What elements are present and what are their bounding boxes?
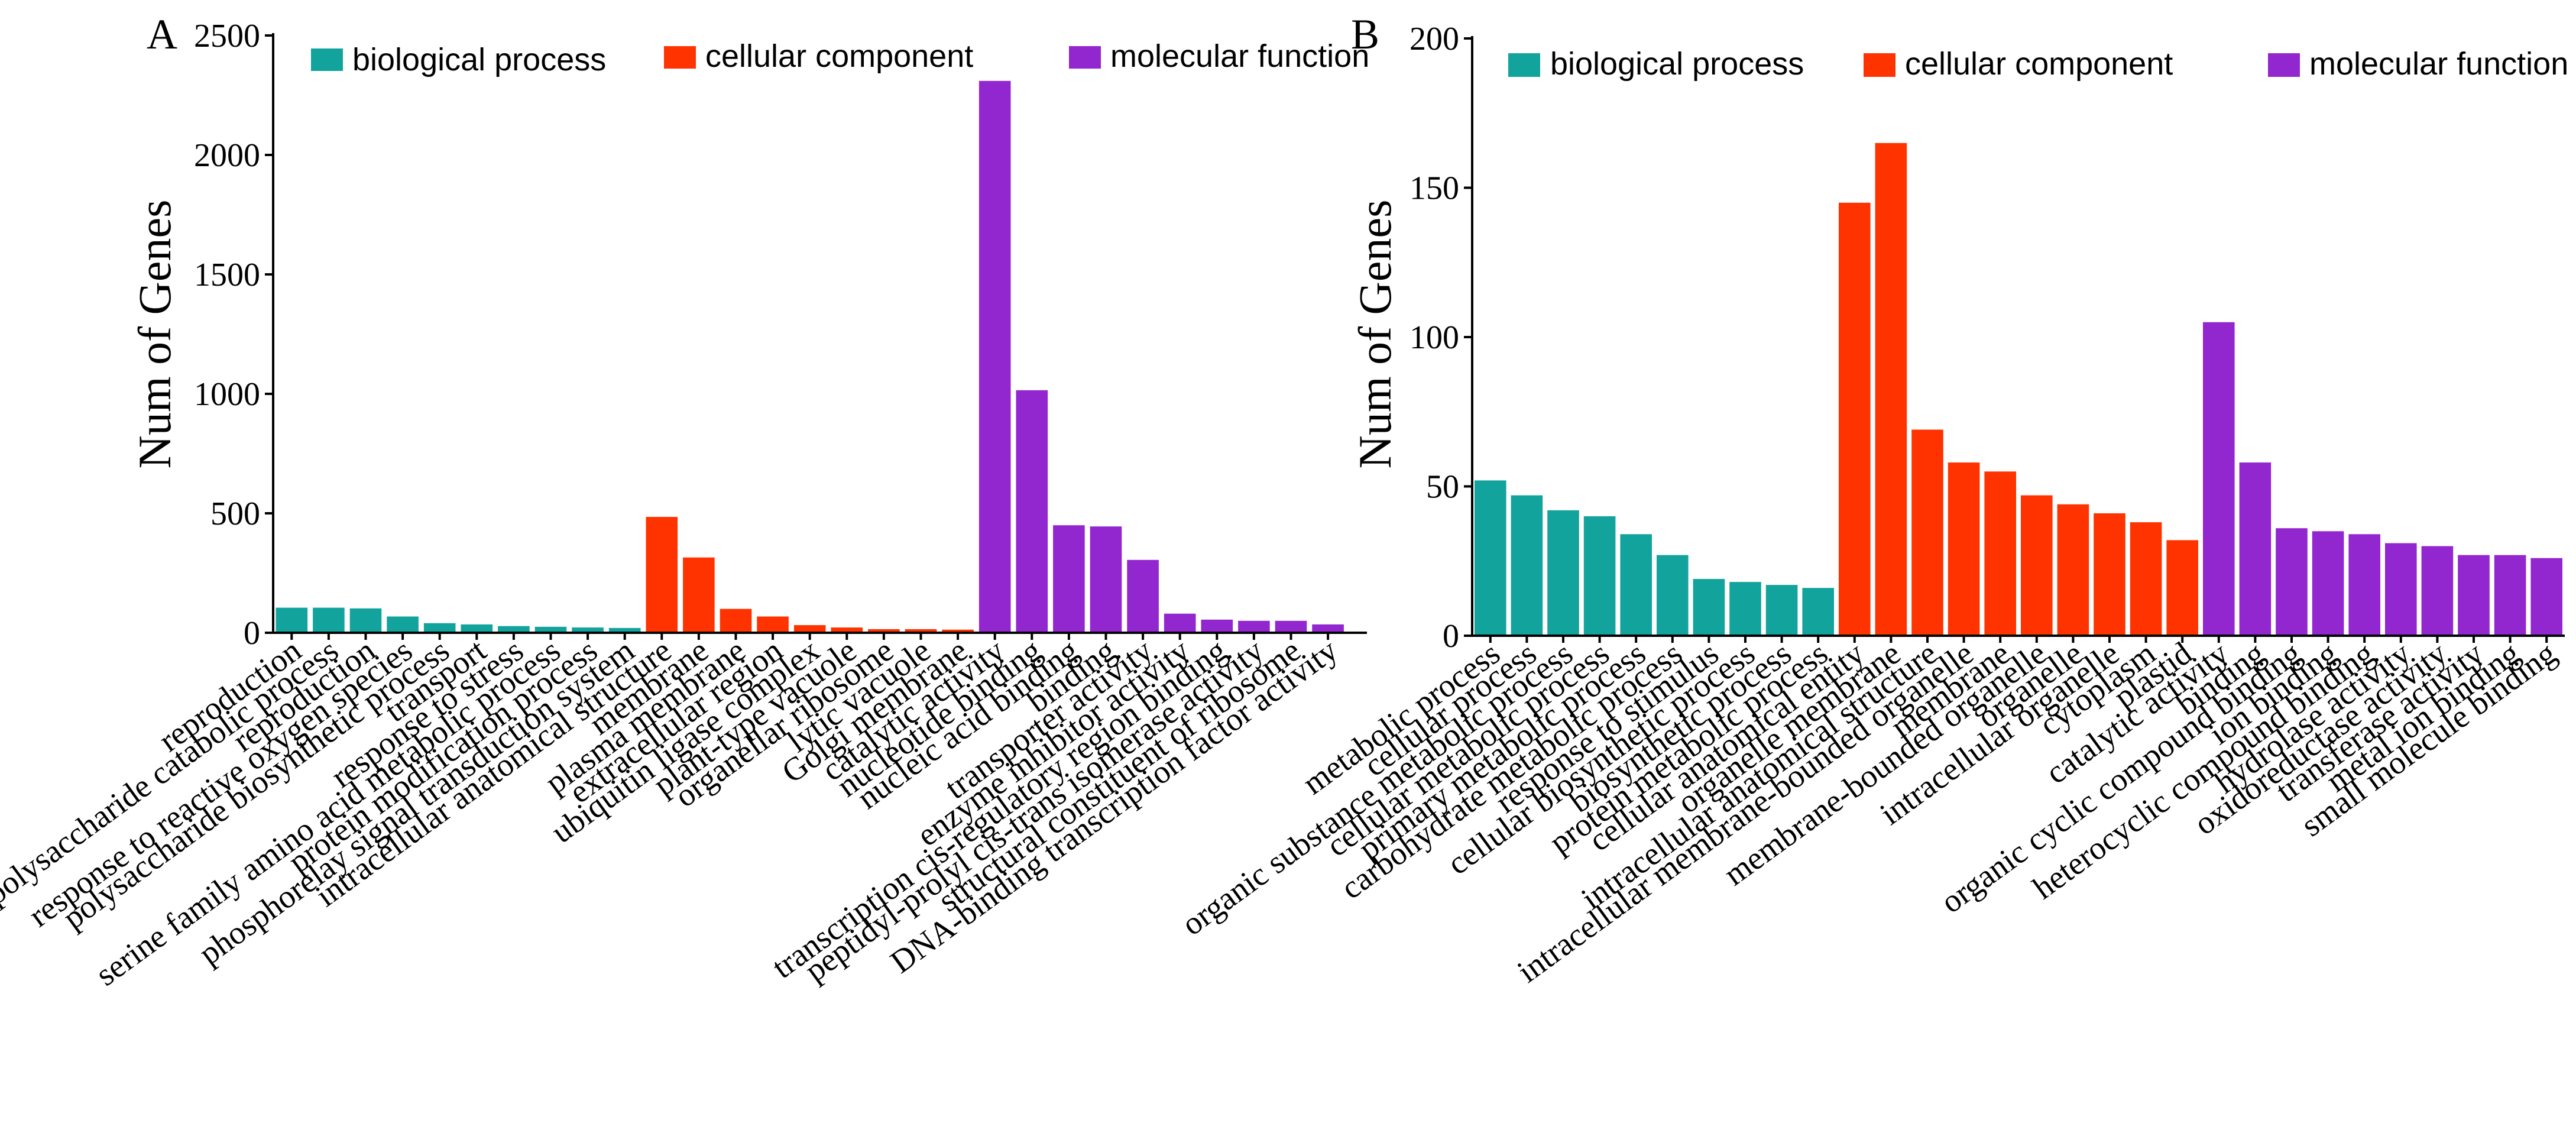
- panel-a-bar-11: [646, 517, 678, 633]
- panel-a-bar-28: [1275, 620, 1307, 633]
- panel-a-bar-27: [1238, 620, 1270, 633]
- panel-a-bar-19: [942, 629, 974, 633]
- panel-b-bar-5: [1620, 534, 1652, 636]
- panel-a-y-ticks: 0 500 1000 1500 2000 2500: [194, 18, 273, 652]
- legend-swatch-cellular-component: [1864, 53, 1895, 77]
- panel-b-bar-4: [1583, 516, 1616, 636]
- panel-a-bars: [276, 80, 1344, 633]
- panel-a-bar-25: [1164, 613, 1196, 633]
- panel-a-bar-6: [461, 624, 493, 633]
- panel-a-bar-12: [683, 557, 715, 633]
- panel-b-bar-2: [1511, 495, 1543, 636]
- panel-b-bar-23: [2276, 528, 2308, 636]
- panel-a-letter: A: [147, 11, 177, 58]
- panel-a-bar-14: [757, 616, 789, 633]
- panel-b-bar-7: [1693, 579, 1725, 636]
- panel-b-bar-30: [2530, 558, 2562, 636]
- panel-b-bar-27: [2421, 546, 2454, 636]
- panel-b-bar-10: [1802, 588, 1834, 636]
- panel-b-y-tick-label: 150: [1409, 170, 1459, 207]
- panel-a-axes: [272, 33, 1367, 634]
- panel-b-bar-11: [1839, 202, 1871, 636]
- legend-label-biological-process: biological process: [352, 42, 606, 77]
- panel-b-bar-29: [2494, 555, 2526, 636]
- panel-b-y-ticks: 0 50 100 150 200: [1409, 21, 1472, 655]
- panel-a: A Num of Genes 0 500 1000 1500 2000 2500 repr…: [0, 11, 1369, 993]
- panel-b-bar-14: [1948, 462, 1980, 636]
- panel-b-y-tick-label: 0: [1443, 618, 1459, 655]
- panel-a-y-tick-label: 2000: [194, 137, 260, 174]
- panel-a-bar-17: [868, 629, 900, 633]
- panel-b-legend: biological process cellular component mo…: [1508, 46, 2568, 82]
- panel-b-bar-24: [2312, 531, 2344, 636]
- legend-label-molecular-function: molecular function: [2309, 46, 2568, 82]
- panel-b-bar-25: [2348, 534, 2380, 636]
- panel-b-bar-26: [2385, 543, 2417, 636]
- panel-b-bar-15: [1984, 471, 2016, 636]
- panel-b-bar-9: [1765, 585, 1798, 636]
- panel-a-y-tick-label: 1500: [194, 257, 260, 293]
- panel-b-letter: B: [1351, 11, 1379, 58]
- panel-b-bar-16: [2021, 495, 2053, 636]
- legend-swatch-molecular-function: [2268, 53, 2300, 77]
- panel-a-bar-2: [313, 607, 345, 633]
- panel-b-y-axis-label: Num of Genes: [1349, 200, 1401, 469]
- panel-a-bar-24: [1127, 559, 1159, 633]
- panel-b-bar-6: [1657, 555, 1689, 636]
- panel-a-bar-15: [793, 625, 826, 633]
- panel-b-bar-12: [1875, 143, 1907, 636]
- panel-b-bar-3: [1547, 510, 1579, 636]
- panel-b-bars: [1475, 143, 2562, 636]
- panel-a-y-tick-label: 500: [210, 496, 260, 532]
- panel-a-bar-10: [608, 627, 641, 633]
- panel-a-bar-26: [1201, 619, 1233, 633]
- panel-a-bar-4: [387, 616, 419, 633]
- panel-a-bar-13: [720, 609, 752, 633]
- panel-b-bar-28: [2458, 555, 2490, 636]
- legend-label-cellular-component: cellular component: [705, 38, 973, 74]
- legend-swatch-biological-process: [311, 48, 343, 71]
- panel-a-bar-1: [276, 607, 308, 633]
- panel-b-bar-1: [1475, 480, 1506, 636]
- panel-a-bar-21: [1016, 390, 1048, 633]
- panel-b-bar-13: [1911, 429, 1943, 636]
- panel-a-bar-16: [831, 627, 863, 633]
- panel-a-bar-5: [423, 623, 456, 633]
- legend-swatch-cellular-component: [664, 46, 696, 69]
- panel-a-bar-7: [498, 626, 530, 633]
- panel-a-bar-29: [1312, 624, 1344, 633]
- panel-b-bar-17: [2057, 504, 2089, 636]
- legend-swatch-molecular-function: [1069, 46, 1101, 69]
- legend-label-molecular-function: molecular function: [1110, 38, 1369, 74]
- panel-b-bar-20: [2166, 540, 2198, 636]
- panel-b-bar-19: [2130, 522, 2162, 636]
- panel-b: B Num of Genes 0 50 100 150 200 metabolic pr…: [1175, 11, 2568, 989]
- panel-a-y-tick-label: 2500: [194, 18, 260, 54]
- panel-a-y-tick-label: 1000: [194, 376, 260, 413]
- panel-a-bar-18: [905, 629, 937, 633]
- panel-a-bar-3: [349, 608, 382, 633]
- legend-label-biological-process: biological process: [1550, 46, 1804, 82]
- panel-b-bar-8: [1729, 582, 1761, 636]
- panel-b-bar-21: [2203, 322, 2235, 636]
- legend-swatch-biological-process: [1508, 53, 1540, 77]
- panel-a-legend: biological process cellular component mo…: [311, 38, 1369, 77]
- panel-a-y-axis-label: Num of Genes: [129, 200, 180, 469]
- panel-a-bar-20: [978, 80, 1011, 633]
- panel-b-bar-22: [2239, 462, 2272, 636]
- panel-a-bar-23: [1090, 526, 1122, 633]
- panel-a-bar-8: [534, 626, 567, 633]
- panel-b-y-tick-label: 100: [1409, 319, 1459, 356]
- panel-a-bar-22: [1053, 525, 1085, 633]
- panel-a-y-tick-label: 0: [244, 615, 260, 652]
- panel-a-bar-9: [572, 627, 604, 633]
- panel-b-y-tick-label: 50: [1426, 469, 1459, 506]
- legend-label-cellular-component: cellular component: [1905, 46, 2173, 82]
- panel-b-bar-18: [2094, 513, 2125, 636]
- panel-b-y-tick-label: 200: [1409, 21, 1459, 57]
